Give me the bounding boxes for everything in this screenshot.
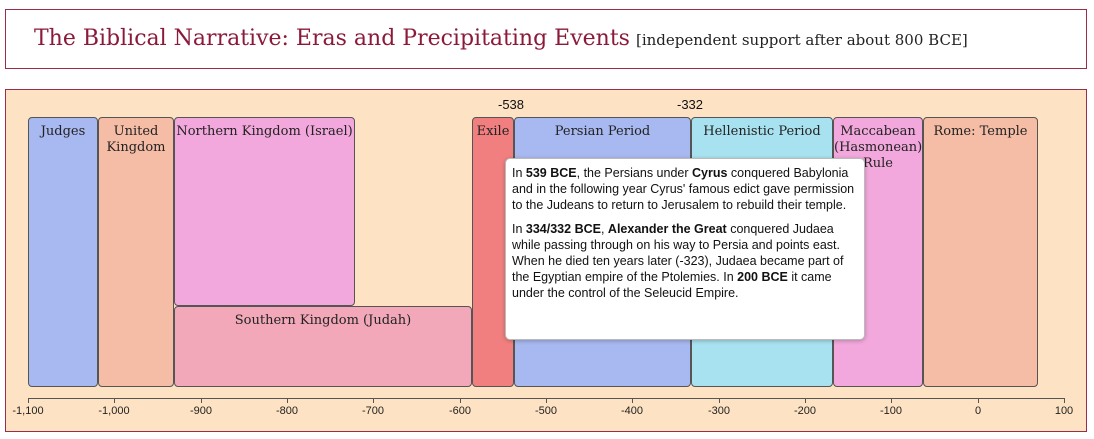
tooltip-p2-year2: 200 BCE [737,270,788,284]
axis-tick-label: -900 [189,405,213,417]
marker-538: -538 [498,97,525,112]
axis-tick [719,398,720,403]
era-maccabean-label-2: (Hasmonean) [834,140,923,155]
axis-tick [287,398,288,403]
axis-tick [891,398,892,403]
era-rome-label: Rome: Temple [933,124,1028,139]
title-text: The Biblical Narrative: Eras and Precipi… [34,26,630,51]
axis-tick [978,398,979,403]
axis-tick [546,398,547,403]
era-maccabean-label-1: Maccabean [840,124,916,139]
axis-tick [114,398,115,403]
era-exile-label: Exile [476,124,510,139]
tooltip-p2-name: Alexander the Great [607,222,727,236]
era-united-label-2: Kingdom [106,140,166,155]
title-box: The Biblical Narrative: Eras and Precipi… [5,9,1087,69]
era-judges-label: Judges [40,124,86,139]
axis-tick-label: -500 [534,405,558,417]
event-tooltip: In 539 BCE, the Persians under Cyrus con… [505,158,865,340]
marker-332: -332 [677,97,704,112]
axis-tick [460,398,461,403]
tooltip-paragraph-2: In 334/332 BCE, Alexander the Great conq… [512,221,858,301]
axis-tick [28,398,29,403]
axis-tick-label: -800 [275,405,299,417]
axis-tick-label: -200 [793,405,817,417]
axis-tick [201,398,202,403]
tooltip-p1-year: 539 BCE [525,166,577,180]
axis-tick-label: -700 [361,405,385,417]
era-rome-temple[interactable]: Rome: Temple [923,117,1038,387]
era-persian-label: Persian Period [554,124,651,139]
era-northern-label: Northern Kingdom (Israel) [176,124,353,139]
axis-tick-label: 0 [974,405,982,417]
axis-tick [373,398,374,403]
page-title: The Biblical Narrative: Eras and Precipi… [34,26,968,51]
era-northern-kingdom[interactable]: Northern Kingdom (Israel) [174,117,355,306]
axis-tick-label: -1,100 [12,405,44,417]
tooltip-p1-text2: conquered Babylonia and in the following… [512,166,855,212]
tooltip-p2-year: 334/332 BCE [525,222,601,236]
subtitle: [independent support after about 800 BCE… [635,31,968,49]
era-maccabean-label-3: Rule [862,156,893,171]
tooltip-p1-text1: , the Persians under [576,166,692,180]
tooltip-p2-sep: , [600,222,608,236]
era-united-kingdom[interactable]: United Kingdom [98,117,174,387]
tooltip-p2-intro: In [512,222,526,236]
era-united-label-1: United [113,124,159,139]
axis-tick-label: -1,000 [98,405,130,417]
tooltip-p2-text1: conquered Judaea while passing through o… [512,222,844,284]
era-judges[interactable]: Judges [28,117,98,387]
axis-tick-label: -400 [620,405,644,417]
axis-tick [632,398,633,403]
axis-tick [805,398,806,403]
tooltip-p1-name: Cyrus [692,166,728,180]
tooltip-p1-intro: In [512,166,526,180]
era-hellenistic-label: Hellenistic Period [703,124,821,139]
axis-tick [1064,398,1065,403]
axis-tick-label: 100 [1054,405,1074,417]
era-southern-kingdom[interactable]: Southern Kingdom (Judah) [174,306,472,387]
era-southern-label: Southern Kingdom (Judah) [234,313,412,328]
axis-tick-label: -100 [879,405,903,417]
axis-tick-label: -600 [448,405,472,417]
tooltip-p2-text2: it came under the control of the Seleuci… [512,270,832,300]
tooltip-paragraph-1: In 539 BCE, the Persians under Cyrus con… [512,165,858,213]
axis-tick-label: -300 [707,405,731,417]
